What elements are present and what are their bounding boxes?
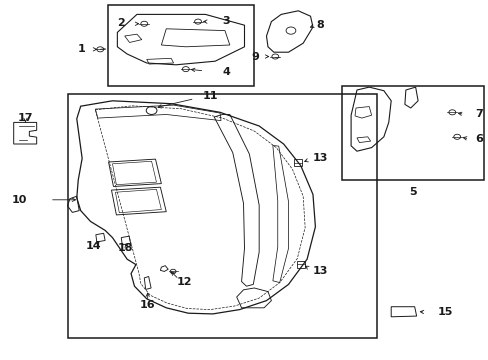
Text: 15: 15: [437, 307, 452, 318]
Text: 8: 8: [316, 20, 324, 30]
Text: 10: 10: [12, 195, 27, 205]
Bar: [68, 94, 376, 338]
Text: 13: 13: [312, 153, 327, 163]
Text: 7: 7: [474, 109, 482, 120]
Text: 2: 2: [117, 18, 125, 28]
Bar: [296, 261, 304, 268]
Bar: [107, 5, 254, 86]
Text: 6: 6: [474, 134, 482, 144]
Text: 12: 12: [177, 276, 192, 287]
Bar: [294, 159, 302, 166]
Text: 13: 13: [312, 266, 327, 276]
Text: 16: 16: [140, 300, 155, 310]
Bar: [342, 86, 483, 180]
Text: 3: 3: [222, 16, 230, 26]
Text: 1: 1: [78, 44, 85, 54]
Text: 9: 9: [251, 51, 259, 62]
Text: 17: 17: [18, 113, 33, 123]
Text: 5: 5: [408, 186, 416, 197]
Text: 11: 11: [202, 91, 218, 101]
Text: 14: 14: [86, 241, 102, 251]
Text: 4: 4: [222, 67, 230, 77]
Text: 18: 18: [117, 243, 133, 253]
